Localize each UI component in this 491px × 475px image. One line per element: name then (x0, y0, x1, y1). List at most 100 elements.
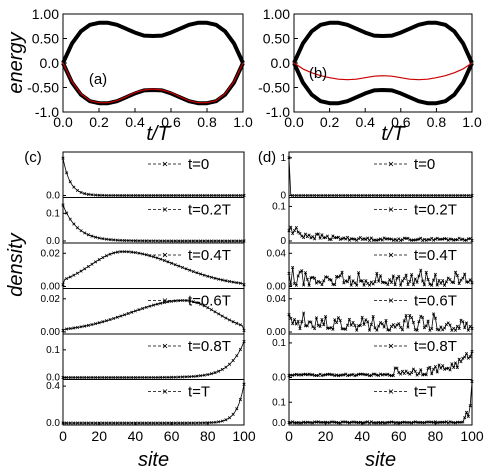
data-point (340, 237, 344, 241)
data-point (395, 366, 399, 370)
data-point (217, 312, 221, 316)
data-point (287, 313, 291, 317)
data-point (68, 217, 72, 221)
data-point (431, 278, 436, 282)
data-point (235, 239, 239, 243)
data-point (378, 321, 383, 325)
data-point (126, 421, 130, 425)
data-point (289, 316, 293, 320)
data-point (291, 231, 295, 236)
data-point (448, 323, 452, 327)
data-point (133, 375, 137, 380)
data-point (83, 375, 87, 380)
data-point (155, 375, 159, 379)
data-point (435, 370, 439, 374)
data-point (235, 193, 239, 198)
data-point (224, 239, 228, 243)
subplot-5: 0.4 0.0 t=T (46, 379, 246, 429)
data-point (470, 193, 474, 198)
legend-marker (388, 343, 394, 349)
data-point (360, 315, 364, 319)
data-point (397, 322, 401, 326)
data-point (108, 252, 112, 256)
legend-label: t=0.4T (414, 247, 457, 264)
data-point (375, 193, 379, 198)
data-point (79, 325, 83, 329)
data-point (421, 238, 425, 243)
data-point (173, 375, 177, 379)
data-point (126, 250, 130, 254)
data-point (400, 328, 405, 332)
data-point (224, 279, 228, 283)
data-point (180, 193, 185, 198)
data-point (404, 193, 408, 198)
data-point (213, 310, 217, 314)
data-point (378, 274, 383, 278)
data-point (294, 372, 298, 376)
data-point (287, 271, 291, 276)
data-point (162, 375, 166, 379)
data-point (231, 193, 235, 198)
data-point (410, 273, 414, 277)
data-point (307, 233, 311, 237)
x-tick-label: 100 (232, 428, 256, 444)
y-axis-label: density (5, 232, 27, 296)
data-point (331, 327, 335, 331)
data-point (291, 265, 295, 270)
data-point (325, 234, 330, 238)
data-point (68, 326, 72, 331)
x-tick-label: 100 (460, 428, 484, 444)
y-tick-label: 0.1 (46, 208, 60, 219)
data-point (148, 193, 152, 198)
subplot-frame (62, 151, 245, 198)
data-point (75, 271, 80, 275)
y-tick-label: 0.00 (267, 327, 287, 338)
data-point (294, 322, 298, 326)
data-point (144, 421, 148, 425)
data-point (338, 318, 342, 322)
data-point (238, 239, 242, 243)
y-tick-label: 0.1 (272, 201, 286, 212)
y-tick-label: 0.1 (272, 338, 286, 349)
data-point (177, 239, 181, 243)
data-point (227, 193, 232, 198)
data-point (155, 239, 159, 243)
legend-label: t=0 (188, 156, 209, 173)
data-point (133, 193, 137, 198)
data-point (424, 270, 428, 274)
data-point (159, 193, 163, 198)
data-point (224, 193, 228, 198)
data-point (202, 421, 206, 425)
data-point (112, 316, 116, 321)
data-point (170, 239, 174, 243)
data-point (126, 193, 130, 198)
data-point (366, 320, 370, 324)
data-point (166, 193, 170, 198)
data-point (137, 251, 141, 255)
data-point (470, 238, 474, 243)
data-point (320, 193, 324, 198)
data-point (72, 185, 76, 189)
x-tick-label: 0.8 (427, 114, 447, 130)
data-point (213, 420, 217, 424)
y-tick-label: 0.0 (46, 236, 60, 247)
data-point (180, 298, 185, 303)
data-point (112, 193, 116, 198)
data-point (358, 323, 362, 328)
data-point (430, 372, 434, 376)
data-point (162, 193, 166, 198)
data-point (433, 237, 437, 241)
data-point (93, 421, 98, 425)
data-point (86, 323, 90, 327)
legend-marker (388, 252, 394, 258)
data-point (419, 193, 423, 198)
data-point (213, 193, 217, 198)
data-point (377, 324, 381, 328)
data-point (151, 255, 156, 259)
density-markers (61, 339, 246, 380)
data-point (115, 238, 119, 242)
data-point (68, 421, 72, 425)
data-point (408, 193, 412, 198)
legend-marker (162, 252, 168, 258)
data-point (235, 321, 239, 325)
